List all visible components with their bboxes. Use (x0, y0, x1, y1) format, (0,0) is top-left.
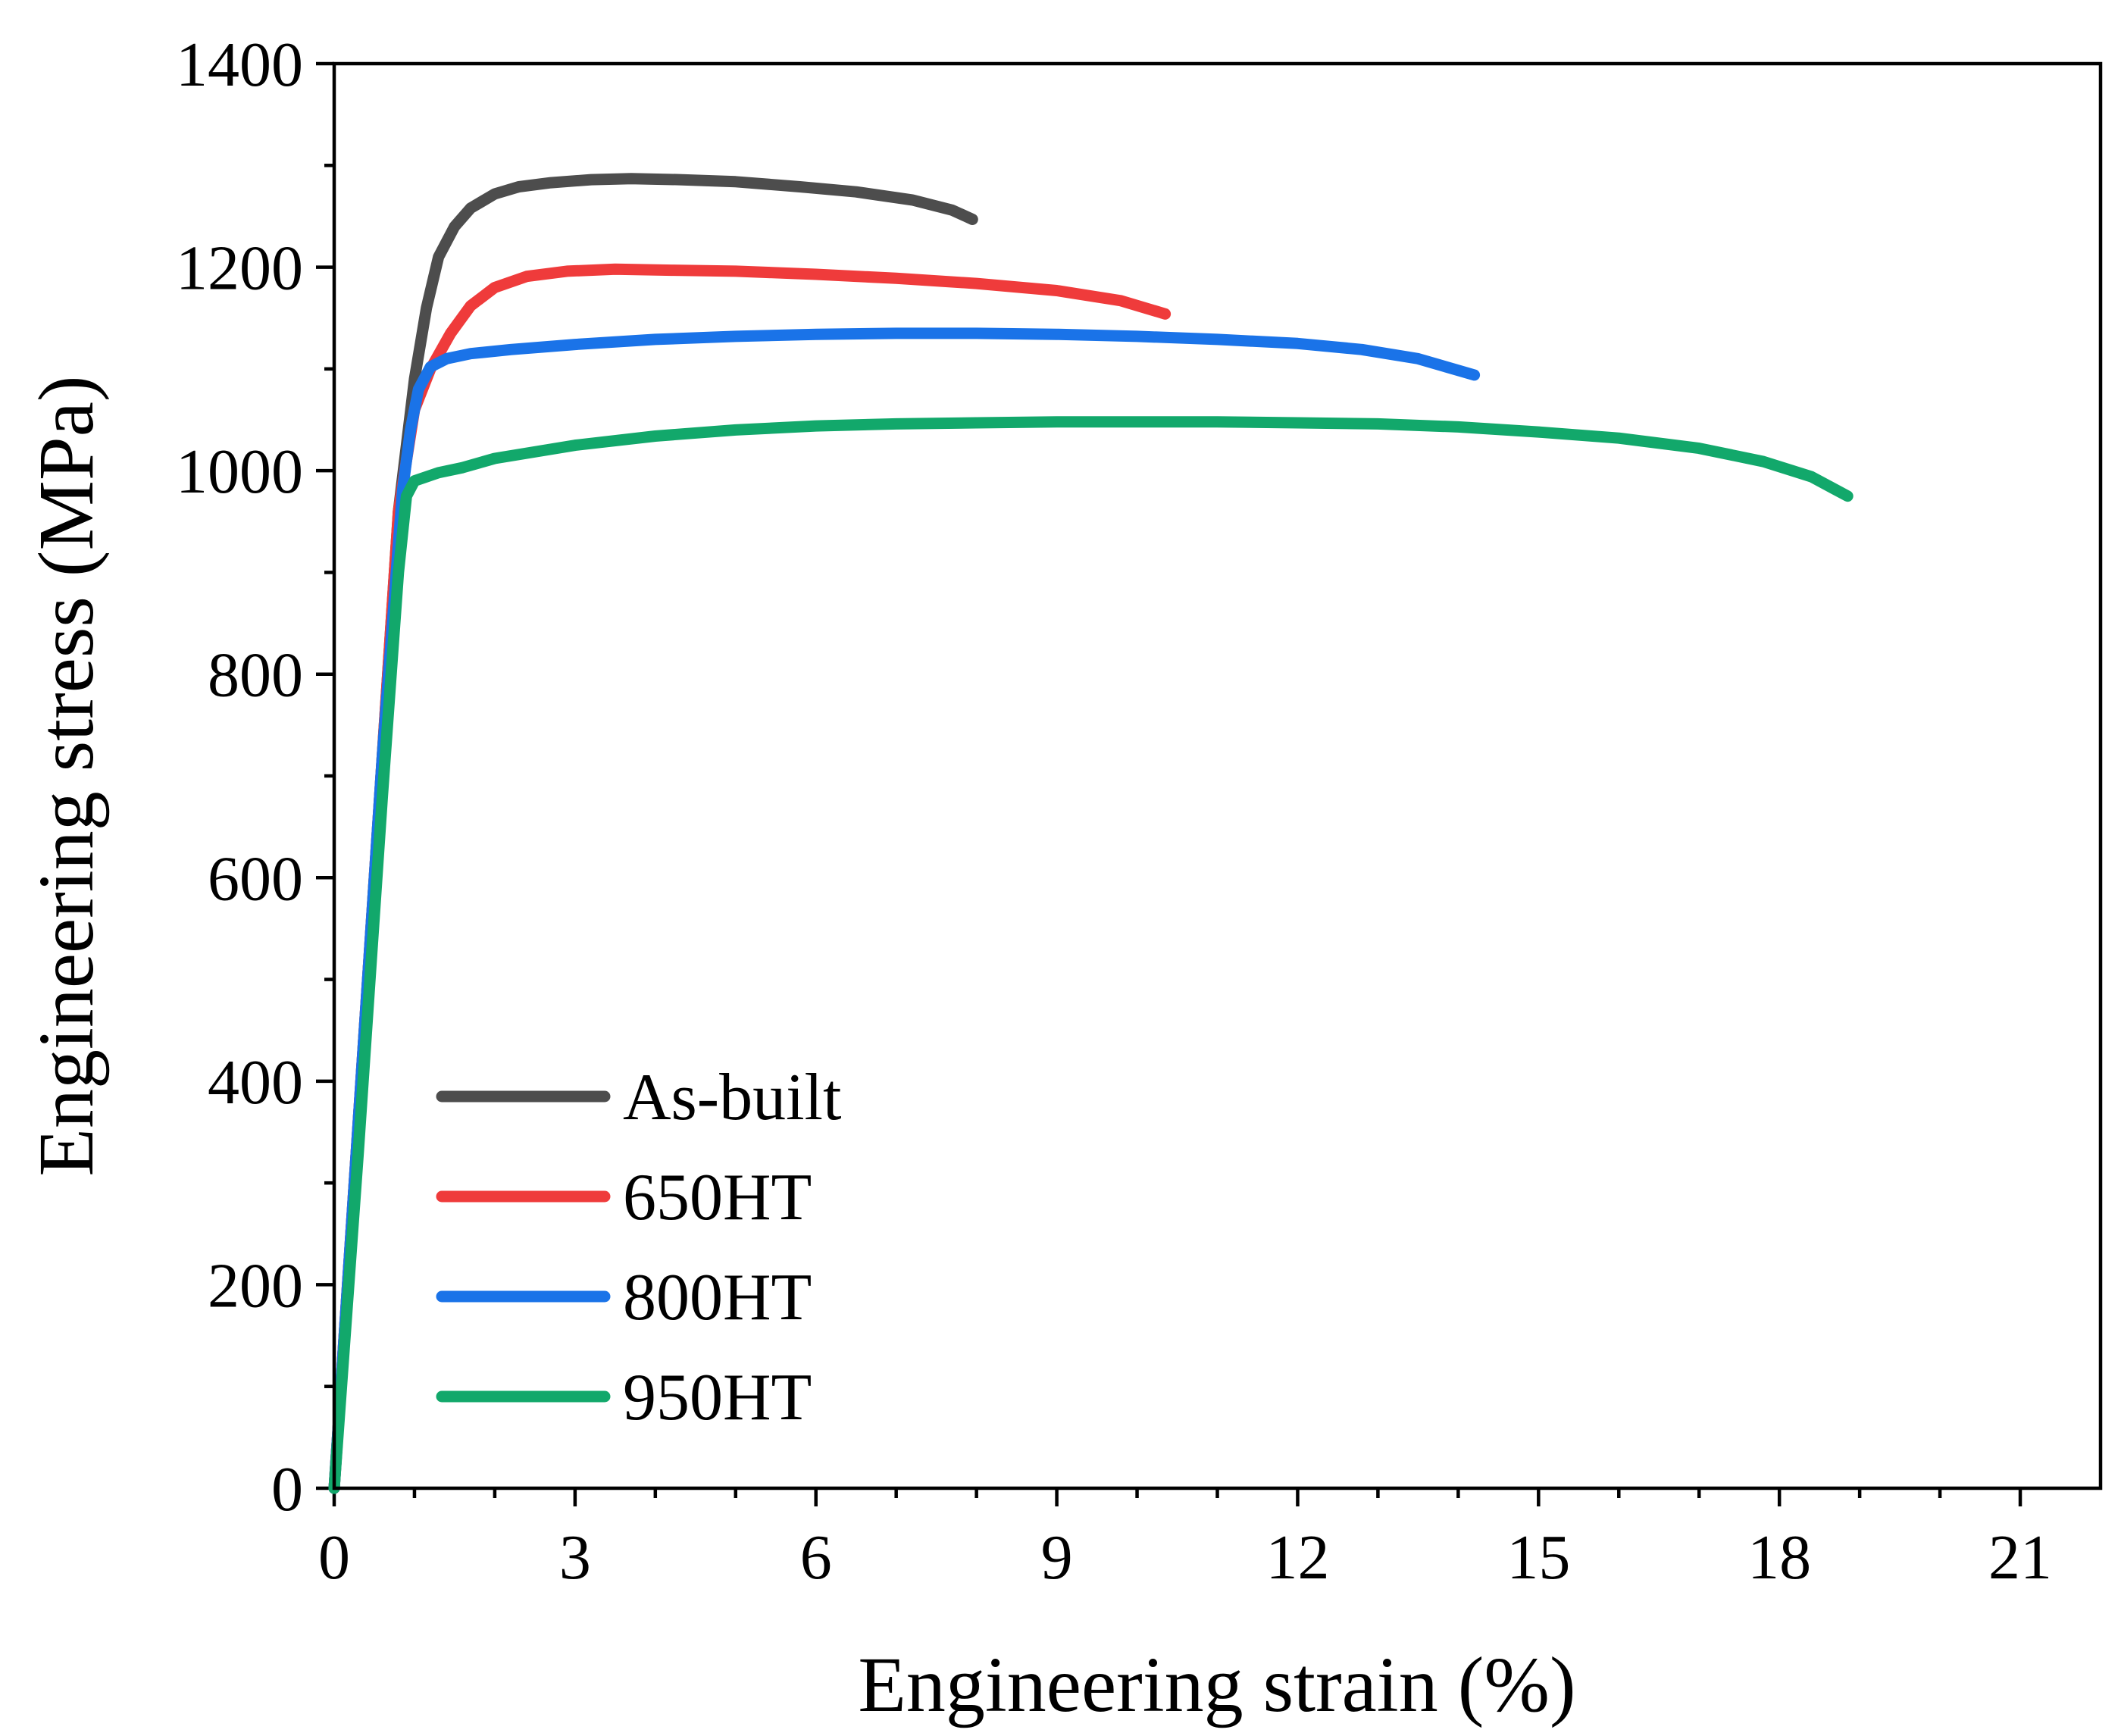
y-tick-label: 800 (208, 640, 303, 711)
x-tick-label: 6 (800, 1522, 832, 1593)
y-axis-title: Engineering stress (MPa) (23, 375, 110, 1176)
y-tick-label: 0 (271, 1454, 303, 1525)
x-tick-label: 12 (1265, 1522, 1329, 1593)
y-tick-label: 400 (208, 1047, 303, 1118)
x-tick-label: 9 (1041, 1522, 1073, 1593)
y-tick-label: 600 (208, 843, 303, 914)
y-tick-label: 1400 (176, 30, 303, 100)
plot-frame (332, 61, 2103, 1490)
y-tick-label: 200 (208, 1250, 303, 1321)
legend-label-800ht: 800HT (623, 1261, 812, 1334)
x-tick-label: 15 (1506, 1522, 1570, 1593)
axis-tick-labels: 0 3 6 9 12 15 18 21 0 200 400 600 800 1000 1200 1400 (176, 30, 2052, 1593)
y-tick-label: 1000 (176, 436, 303, 507)
legend: As-built 650HT 800HT 950HT (436, 1061, 841, 1434)
x-tick-label: 0 (318, 1522, 350, 1593)
x-axis-title: Engineering strain (%) (858, 1641, 1575, 1728)
series-lines (328, 173, 1854, 1494)
x-tick-label: 3 (559, 1522, 591, 1593)
axis-ticks (316, 61, 2022, 1506)
legend-label-950ht: 950HT (623, 1361, 812, 1434)
series-line-950ht (328, 416, 1854, 1494)
y-tick-label: 1200 (176, 233, 303, 304)
x-tick-label: 18 (1747, 1522, 1811, 1593)
series-line-800ht (328, 327, 1481, 1494)
legend-label-as-built: As-built (623, 1061, 841, 1134)
legend-label-650ht: 650HT (623, 1161, 812, 1234)
x-tick-label: 21 (1988, 1522, 2052, 1593)
